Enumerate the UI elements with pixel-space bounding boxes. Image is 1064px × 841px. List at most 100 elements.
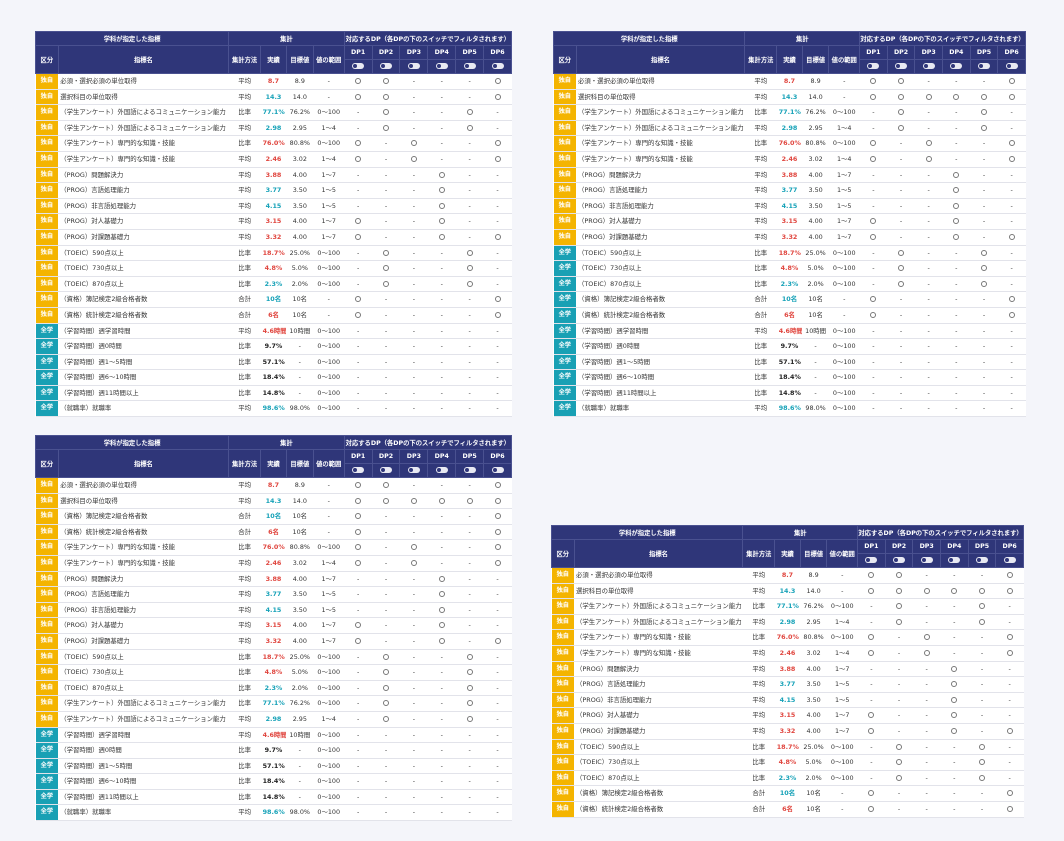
dp3-filter-toggle[interactable] [407, 467, 420, 473]
dp6-mapping: - [483, 586, 512, 603]
value-range: 1〜7 [313, 213, 345, 230]
category-cell: 独自 [551, 629, 575, 646]
dp3-filter-toggle[interactable] [922, 63, 935, 69]
actual-value: 4.6時間 [260, 323, 287, 340]
dp6-filter-toggle[interactable] [1005, 63, 1018, 69]
value-range: 1〜7 [828, 229, 860, 246]
aggregation-method: 平均 [742, 676, 775, 693]
dp6-filter-cell [483, 59, 512, 74]
dp1-filter-toggle[interactable] [352, 63, 365, 69]
dp5-filter-toggle[interactable] [463, 467, 476, 473]
mapped-circle-icon [383, 653, 390, 660]
value-range: 1〜7 [826, 707, 858, 724]
dp6-filter-toggle[interactable] [491, 467, 504, 473]
dp2-mapping: - [372, 789, 400, 806]
dp5-mapping: - [970, 291, 998, 308]
dp2-filter-toggle[interactable] [380, 467, 393, 473]
indicator-name: （TOEIC）730点以上 [58, 664, 229, 681]
indicator-name: （資格）統計検定2級合格者数 [576, 307, 745, 324]
mapped-circle-icon [438, 575, 445, 582]
dp2-filter-toggle[interactable] [895, 63, 908, 69]
dp5-mapping [968, 598, 996, 615]
category-badge: 独自 [553, 229, 577, 245]
not-mapped-dash: - [440, 777, 443, 786]
table-row: 全学 （学習時間）週1〜5時間 比率 57.1% -0〜100- - - - - - [553, 354, 1026, 371]
not-mapped-dash: - [897, 726, 901, 735]
dp2-filter-toggle[interactable] [893, 557, 906, 563]
dp1-filter-toggle[interactable] [352, 467, 365, 473]
dp2-filter-cell [884, 553, 914, 568]
dp5-mapping [455, 711, 484, 728]
dp5-mapping: - [970, 167, 998, 184]
dp5-mapping: - [968, 723, 996, 740]
dp2-mapping: - [372, 773, 400, 790]
category-badge: 全学 [35, 370, 59, 385]
dp6-filter-toggle[interactable] [1003, 557, 1016, 563]
category-cell: 独自 [551, 583, 575, 600]
actual-value: 6名 [776, 307, 803, 324]
not-mapped-dash: - [440, 77, 443, 85]
aggregation-method: 比率 [228, 695, 261, 712]
dp4-filter-toggle[interactable] [435, 63, 448, 69]
target-value: - [286, 742, 314, 759]
dp2-mapping: - [887, 307, 915, 324]
dp3-filter-toggle[interactable] [407, 63, 420, 69]
dp1-mapping: - [344, 695, 373, 712]
not-mapped-dash: - [440, 746, 443, 755]
dp1-mapping [344, 89, 373, 106]
value-range: 0〜100 [313, 680, 345, 697]
dp4-filter-toggle[interactable] [435, 467, 448, 473]
dp5-filter-toggle[interactable] [463, 63, 476, 69]
dp1-filter-toggle[interactable] [867, 63, 880, 69]
not-mapped-dash: - [927, 342, 930, 351]
indicator-name: （PROG）言語処理能力 [574, 676, 743, 693]
aggregation-method: 比率 [744, 135, 777, 152]
not-mapped-dash: - [356, 574, 360, 583]
dp3-mapping: - [399, 586, 428, 603]
header-name: 指標名 [57, 449, 230, 478]
dp4-mapping [940, 723, 969, 740]
dp1-mapping [857, 785, 886, 802]
actual-value: 2.98 [260, 120, 287, 137]
dp4-mapping: - [940, 614, 969, 631]
mapped-circle-icon [951, 587, 958, 594]
not-mapped-dash: - [356, 357, 360, 366]
dp3-mapping: - [914, 307, 943, 324]
dp4-filter-toggle[interactable] [948, 557, 961, 563]
dp2-mapping [372, 104, 400, 121]
mapped-circle-icon [925, 93, 932, 100]
dp2-filter-toggle[interactable] [380, 63, 393, 69]
category-cell: 独自 [553, 89, 577, 106]
dp5-mapping: - [970, 182, 998, 199]
value-range: 0〜100 [828, 354, 860, 371]
dp5-filter-toggle[interactable] [975, 557, 988, 563]
category-badge: 全学 [553, 385, 577, 400]
category-cell: 独自 [553, 229, 577, 246]
dp1-mapping [857, 723, 886, 740]
target-value: 3.50 [802, 198, 829, 215]
dp2-mapping: - [372, 758, 400, 775]
target-value: 4.00 [286, 213, 314, 230]
mapped-circle-icon [980, 93, 987, 100]
dp4-filter-toggle[interactable] [950, 63, 963, 69]
dp4-mapping: - [427, 539, 456, 556]
dp3-filter-toggle[interactable] [920, 557, 933, 563]
category-badge: 独自 [553, 183, 577, 198]
dp6-mapping: - [997, 182, 1026, 199]
actual-value: 98.6% [776, 400, 803, 418]
category-badge: 独自 [35, 587, 59, 602]
table-row: 独自 （学生アンケート）外国語によるコミュニケーション能力 比率 77.1% 76.2%… [551, 598, 1024, 615]
dp5-mapping: - [968, 692, 996, 709]
dp3-mapping: - [399, 524, 428, 541]
dp4-mapping: - [940, 754, 969, 771]
dp1-mapping: - [857, 692, 886, 709]
actual-value: 3.32 [776, 229, 803, 246]
dp6-filter-toggle[interactable] [491, 63, 504, 69]
dp5-filter-toggle[interactable] [977, 63, 990, 69]
value-range: - [826, 583, 858, 600]
dp5-mapping: - [970, 198, 998, 215]
aggregation-method: 平均 [228, 151, 261, 168]
target-value: 5.0% [286, 260, 314, 277]
mapped-circle-icon [410, 140, 417, 147]
dp1-filter-toggle[interactable] [865, 557, 878, 563]
